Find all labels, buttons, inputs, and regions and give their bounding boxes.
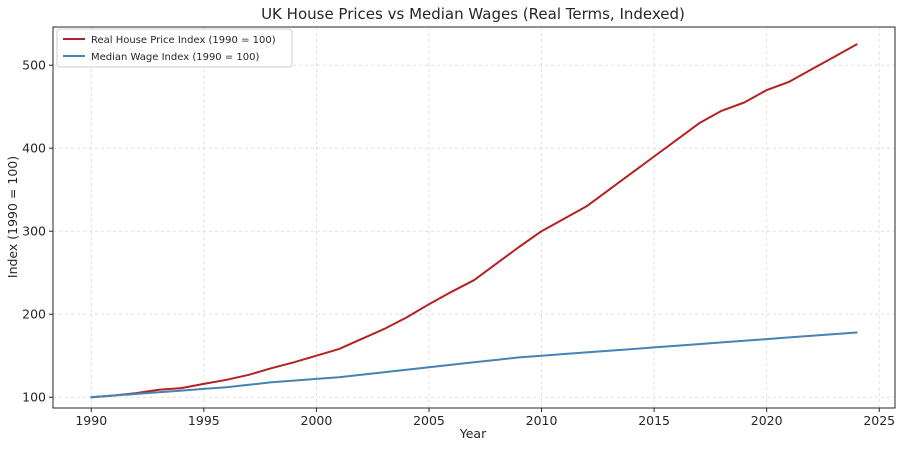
legend-label-house-price: Real House Price Index (1990 = 100) [91,35,276,46]
plot-frame [52,26,896,409]
x-tick-label: 2005 [413,413,445,428]
x-tick-label: 2010 [526,413,558,428]
x-tick-label: 1990 [75,413,107,428]
grid [53,27,895,408]
y-axis-ticks: 100 200 300 400 500 [22,58,53,405]
x-axis-label: Year [459,426,487,441]
legend: Real House Price Index (1990 = 100) Medi… [56,28,293,68]
x-axis-ticks: 1990 1995 2000 2005 2010 2015 2020 2025 [75,408,895,428]
x-tick-label: 2020 [751,413,783,428]
y-tick-label: 500 [22,58,46,73]
y-axis-label: Index (1990 = 100) [5,156,20,278]
x-tick-label: 2025 [863,413,895,428]
y-tick-label: 400 [22,141,46,156]
y-tick-label: 100 [22,390,46,405]
legend-label-median-wage: Median Wage Index (1990 = 100) [91,52,259,63]
x-tick-label: 2015 [638,413,670,428]
house-price-line [90,43,858,399]
legend-box [56,28,293,68]
x-tick-label: 2000 [301,413,333,428]
x-tick-label: 1995 [188,413,220,428]
chart-title: UK House Prices vs Median Wages (Real Te… [261,5,685,23]
plot-series [90,43,858,399]
y-tick-label: 200 [22,307,46,322]
y-tick-label: 300 [22,224,46,239]
axes-frame [52,26,896,409]
median-wage-line [90,331,858,399]
